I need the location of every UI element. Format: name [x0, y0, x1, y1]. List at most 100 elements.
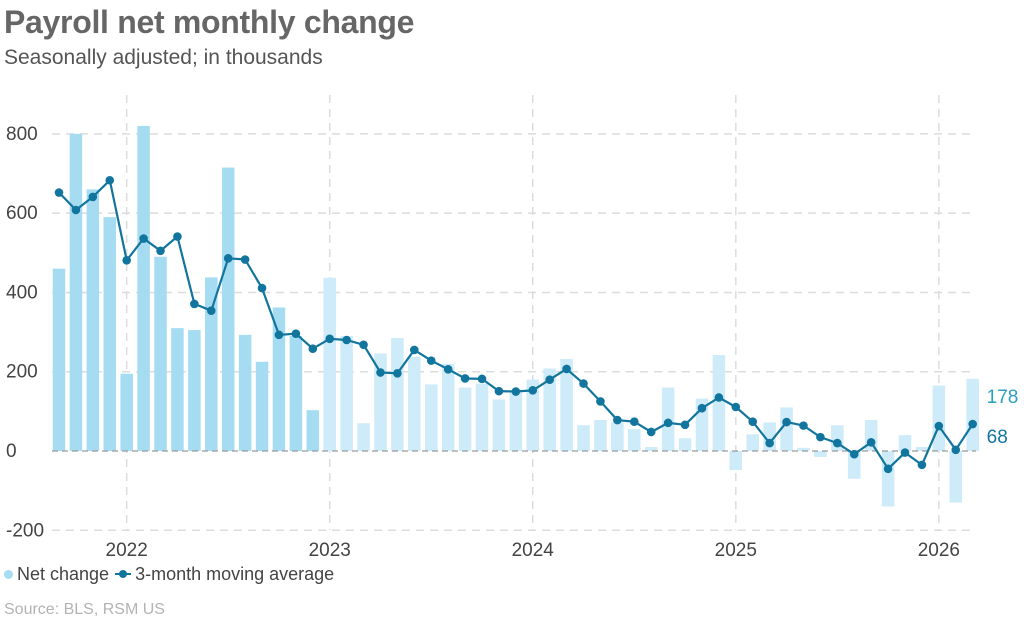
bar: [374, 353, 387, 451]
bar-layer: [52, 125, 979, 507]
end-label-net-change: 178: [987, 387, 1019, 408]
legend: Net change 3-month moving average: [4, 562, 334, 586]
moving-average-point: [731, 402, 741, 412]
bar: [611, 422, 624, 451]
moving-average-point: [866, 437, 876, 447]
bar: [205, 277, 218, 451]
y-tick-label: 400: [6, 282, 38, 303]
bar: [898, 435, 912, 451]
x-tick-label: 2025: [715, 540, 757, 560]
bar: [628, 429, 641, 451]
bar: [391, 338, 404, 451]
moving-average-point: [477, 374, 487, 384]
payroll-chart: -200 0 200 400 600 800 2022 2023 2024 2025 2026 17…: [6, 95, 1019, 560]
moving-average-point: [951, 445, 961, 455]
moving-average-point: [359, 340, 368, 350]
moving-average-point: [122, 256, 131, 265]
moving-average-point: [206, 306, 216, 315]
bar: [577, 425, 590, 451]
y-tick-label: 800: [6, 124, 38, 145]
moving-average-point: [613, 415, 622, 425]
label-layer: 178 68: [987, 387, 1019, 448]
moving-average-point: [291, 329, 301, 338]
y-tick-label: 200: [6, 362, 38, 383]
moving-average-point: [410, 345, 419, 355]
moving-average-point: [765, 438, 774, 448]
legend-line-swatch: [115, 569, 132, 579]
bar: [644, 447, 658, 451]
bar: [543, 368, 556, 451]
moving-average-point: [816, 432, 825, 442]
moving-average-point: [393, 369, 402, 378]
legend-bar-swatch: [4, 569, 13, 579]
bar: [509, 391, 523, 451]
moving-average-point: [443, 365, 453, 374]
bar: [340, 336, 353, 451]
moving-average-point: [223, 254, 233, 263]
bar: [441, 363, 455, 451]
bar: [949, 451, 963, 503]
moving-average-point: [833, 438, 842, 448]
bar: [86, 189, 100, 451]
y-tick-label: 600: [6, 203, 38, 224]
bar: [729, 451, 743, 471]
moving-average-point: [562, 364, 571, 374]
moving-average-point: [900, 448, 910, 457]
end-label-moving-average: 68: [987, 427, 1008, 448]
moving-average-point: [511, 387, 521, 396]
moving-average-point: [257, 283, 267, 293]
x-tick-label: 2023: [309, 540, 351, 560]
bar: [323, 277, 336, 451]
moving-average-point: [173, 232, 182, 241]
bar: [780, 407, 793, 451]
bar: [52, 268, 66, 451]
moving-average-point: [782, 417, 791, 427]
moving-average-point: [54, 188, 64, 197]
bar: [712, 355, 726, 451]
bar: [171, 328, 184, 451]
moving-average-point: [596, 397, 605, 406]
source-note: Source: BLS, RSM US: [4, 601, 165, 618]
moving-average-point: [156, 246, 165, 256]
x-tick-label: 2026: [918, 540, 960, 560]
bar: [746, 434, 759, 451]
chart-title: Payroll net monthly change: [4, 4, 415, 40]
y-tick-label: 0: [6, 441, 17, 462]
moving-average-point: [799, 421, 808, 430]
bar: [424, 384, 438, 451]
legend-moving-average: 3-month moving average: [135, 563, 335, 584]
moving-average-point: [325, 334, 335, 344]
moving-average-point: [308, 344, 318, 354]
moving-average-point: [240, 255, 250, 264]
moving-average-point: [883, 464, 893, 474]
moving-average-point: [545, 375, 554, 384]
moving-average-point: [934, 421, 944, 431]
moving-average-point: [849, 449, 859, 459]
legend-net-change: Net change: [17, 563, 110, 584]
moving-average-point: [663, 418, 673, 428]
bar: [255, 361, 269, 451]
line-layer: [54, 175, 977, 474]
bar: [797, 447, 810, 451]
bar: [814, 451, 827, 457]
moving-average-point: [460, 374, 470, 383]
moving-average-point: [274, 330, 284, 340]
moving-average-point: [494, 386, 504, 396]
bar: [137, 125, 150, 452]
bar: [154, 256, 167, 451]
moving-average-point: [748, 417, 758, 426]
moving-average-point: [579, 379, 588, 388]
moving-average-point: [426, 356, 436, 365]
bar: [103, 217, 117, 451]
bar: [881, 451, 895, 507]
moving-average-point: [646, 427, 656, 437]
moving-average-point: [105, 175, 115, 185]
bar: [357, 423, 370, 451]
moving-average-point: [376, 368, 385, 377]
chart-subtitle: Seasonally adjusted; in thousands: [4, 46, 323, 69]
bar: [272, 307, 286, 451]
bar: [120, 373, 133, 451]
bar: [69, 133, 83, 451]
bar: [221, 167, 235, 451]
bar: [238, 334, 252, 451]
